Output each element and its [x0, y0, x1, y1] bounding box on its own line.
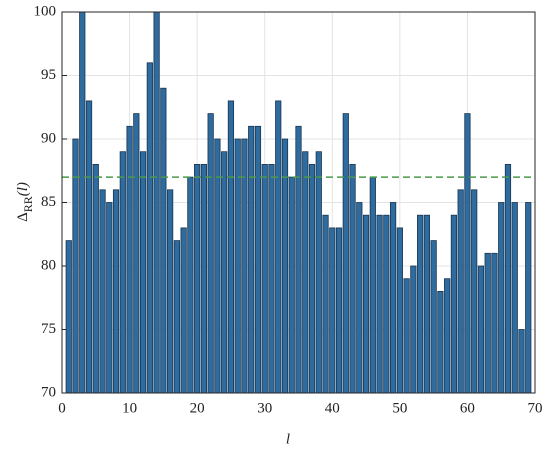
bar — [498, 202, 505, 394]
axes-box — [61, 11, 536, 394]
bar — [248, 125, 255, 394]
x-tick-label: 0 — [58, 400, 66, 416]
bar — [106, 202, 113, 394]
bar — [322, 214, 329, 394]
bar — [308, 163, 316, 394]
y-tick-label: 90 — [41, 130, 56, 146]
bar — [430, 240, 437, 394]
x-tick-label: 10 — [122, 400, 137, 416]
bar — [477, 265, 485, 394]
bar — [396, 227, 403, 394]
bar — [79, 11, 86, 394]
y-label-symbol: Δ — [15, 212, 31, 222]
y-tick-label: 95 — [41, 67, 56, 83]
bar — [275, 100, 282, 394]
bar — [295, 125, 302, 394]
plot-area: 70 75 80 85 90 95 100 0 10 20 30 40 50 60 70 — [34, 3, 543, 416]
bar — [362, 214, 370, 394]
bar — [349, 163, 356, 394]
bar — [504, 163, 512, 394]
bar — [65, 240, 72, 394]
x-tick-label: 50 — [392, 400, 407, 416]
bar — [200, 163, 208, 394]
bar — [342, 113, 349, 394]
bar — [315, 151, 322, 394]
y-tick-label: 80 — [41, 257, 56, 273]
bar — [194, 163, 201, 394]
y-tick-label: 75 — [41, 321, 56, 337]
bar — [302, 151, 309, 394]
bar — [417, 214, 424, 394]
bar — [518, 329, 525, 394]
bar — [167, 189, 174, 394]
bar — [444, 278, 451, 394]
bar — [410, 265, 417, 394]
bar — [511, 202, 518, 394]
bar — [403, 278, 410, 394]
x-tick-label: 40 — [325, 400, 340, 416]
bar — [484, 252, 491, 394]
y-label-argument: (l) — [15, 182, 31, 196]
bar — [139, 151, 147, 394]
y-tick-label: 100 — [34, 3, 57, 19]
bar — [119, 151, 126, 394]
bar — [471, 189, 478, 394]
bar — [423, 214, 430, 394]
bar — [335, 227, 343, 394]
bar — [268, 163, 275, 394]
y-label-subscript: RR — [21, 196, 35, 212]
x-tick-label: 30 — [257, 400, 272, 416]
bar — [85, 100, 93, 394]
bar — [133, 113, 140, 394]
x-axis-label: l — [286, 431, 290, 447]
bar — [187, 176, 194, 394]
bar — [288, 176, 295, 394]
bar — [112, 189, 120, 394]
bar — [173, 240, 180, 394]
y-tick-label: 85 — [41, 194, 56, 210]
bar — [491, 252, 498, 394]
bar — [356, 202, 363, 394]
bar — [254, 125, 262, 394]
bar — [369, 176, 376, 394]
bar — [160, 87, 167, 394]
bar — [383, 214, 390, 394]
bar — [457, 189, 464, 394]
bar — [437, 290, 444, 394]
x-tick-label: 70 — [528, 400, 543, 416]
bar — [153, 11, 160, 394]
bar — [329, 227, 336, 394]
bar — [464, 113, 471, 394]
x-tick-label: 20 — [190, 400, 205, 416]
y-axis-label: ΔRR(l) — [15, 182, 34, 222]
bar — [99, 189, 106, 394]
x-tick-label: 60 — [460, 400, 475, 416]
bar — [146, 62, 153, 394]
bar — [389, 202, 397, 394]
bar — [450, 214, 458, 394]
bar — [180, 227, 187, 394]
bar — [376, 214, 383, 394]
bar — [92, 163, 99, 394]
bar — [227, 100, 235, 394]
y-tick-label: 70 — [41, 384, 56, 400]
bar — [126, 125, 133, 394]
bar — [221, 151, 228, 394]
bar — [207, 113, 214, 394]
bar — [261, 163, 268, 394]
bar — [525, 202, 532, 394]
